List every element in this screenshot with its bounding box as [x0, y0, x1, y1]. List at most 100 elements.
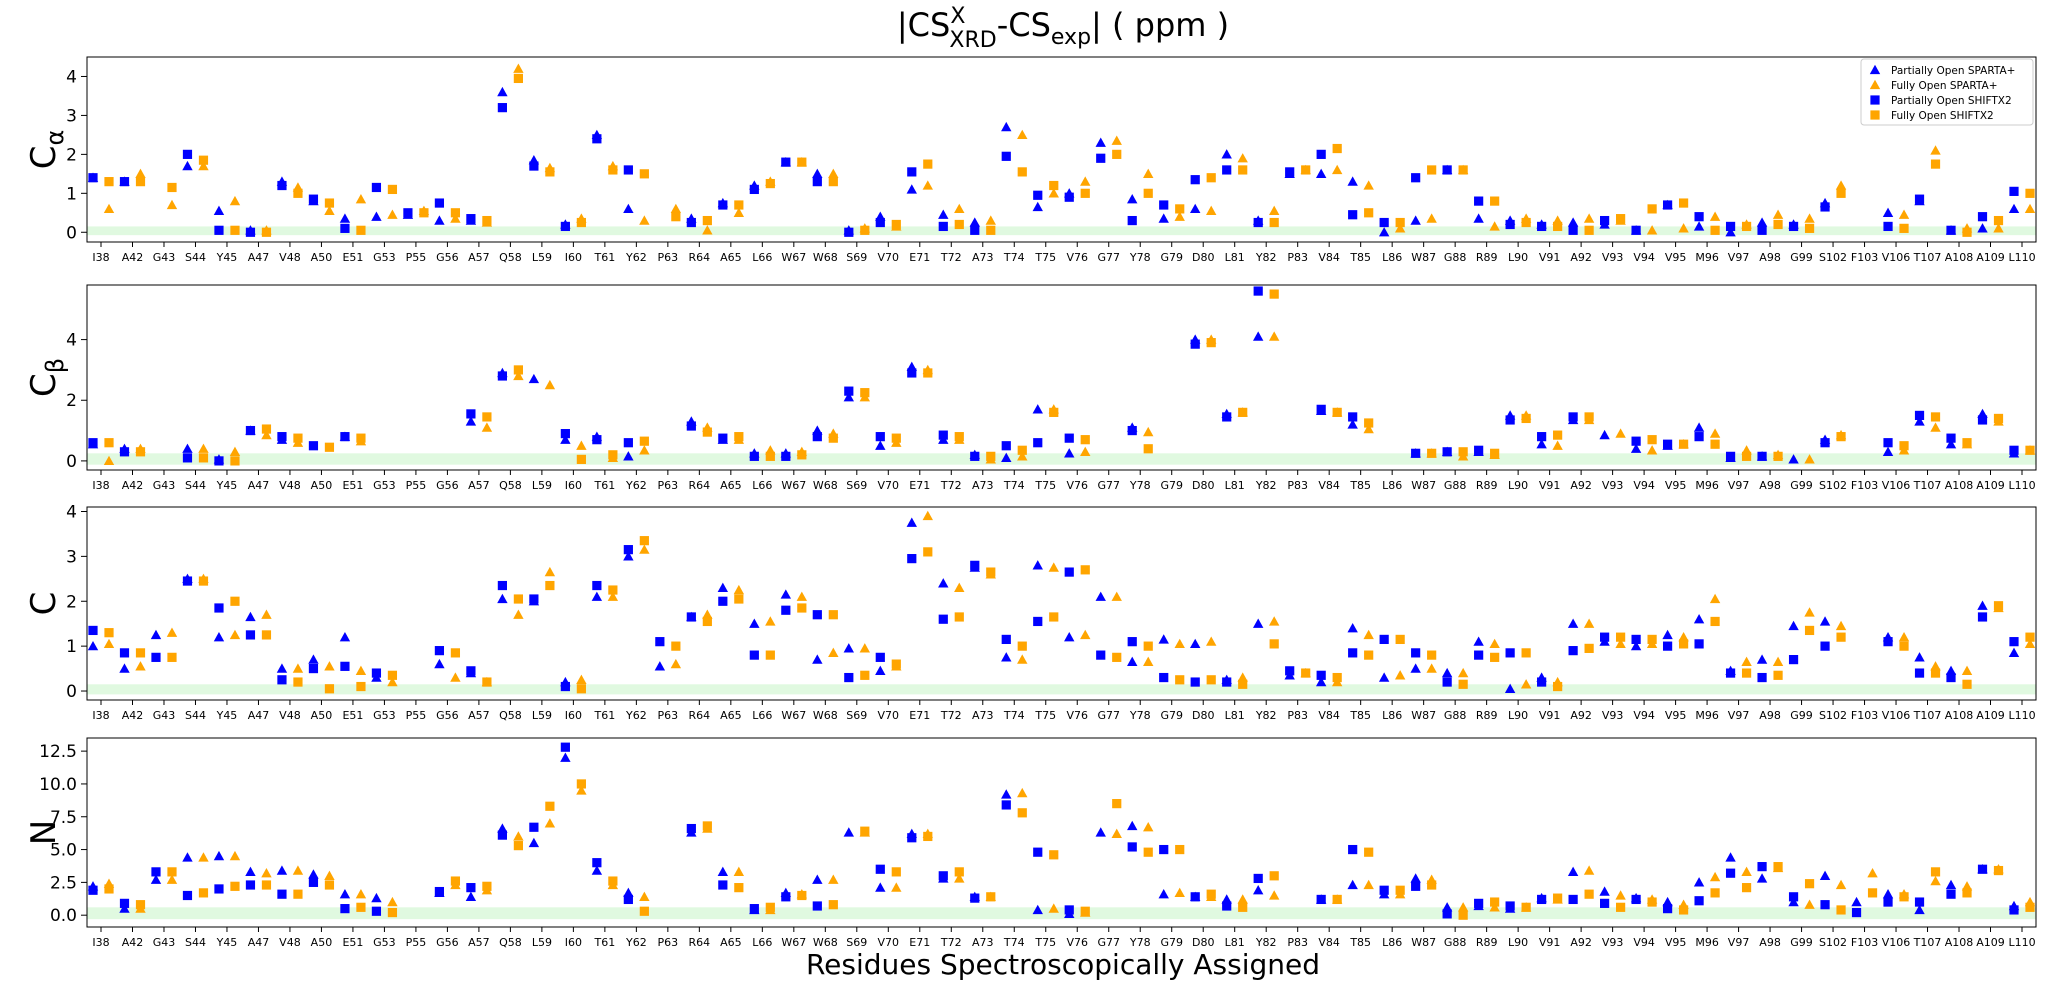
x-tick-label: D80 [1192, 709, 1214, 722]
x-tick-label: F103 [1851, 709, 1878, 722]
point-fox [1836, 905, 1846, 915]
point-fox [608, 876, 618, 886]
point-pox [592, 580, 602, 591]
x-tick-label: V70 [878, 251, 900, 264]
x-tick-label: R64 [689, 479, 711, 492]
point-pos [528, 373, 540, 384]
x-tick-label: A65 [720, 479, 742, 492]
point-fox [1143, 444, 1153, 454]
point-pox [1977, 415, 1988, 425]
point-fos [1237, 672, 1248, 682]
point-pox [1946, 433, 1956, 443]
point-fox [1427, 165, 1437, 175]
point-fox [702, 821, 712, 831]
point-pox [214, 884, 224, 894]
point-fox [576, 454, 586, 464]
x-tick-label: Y78 [1129, 936, 1151, 949]
x-tick-label: W67 [781, 251, 806, 264]
x-tick-label: S44 [185, 709, 206, 722]
point-fos [1268, 890, 1280, 900]
point-pox [1411, 881, 1421, 891]
point-pos [339, 888, 351, 899]
point-pox [1757, 672, 1767, 683]
point-fos [859, 643, 871, 653]
x-tick-label: G56 [436, 709, 459, 722]
point-fox [954, 219, 964, 230]
point-fos [229, 446, 241, 456]
point-fox [261, 424, 272, 434]
point-fos [229, 850, 241, 861]
point-pos [308, 654, 319, 664]
x-tick-label: L66 [752, 936, 772, 949]
x-tick-label: G79 [1160, 479, 1183, 492]
point-fos [450, 213, 461, 223]
point-pox [2009, 637, 2019, 647]
point-pox [497, 371, 507, 381]
point-pos [1190, 203, 1201, 214]
point-pos [465, 891, 477, 901]
point-pox [1631, 634, 1641, 645]
point-pos [1725, 227, 1736, 237]
point-fox [198, 453, 209, 463]
point-fox [450, 876, 461, 886]
x-tick-label: P55 [406, 479, 427, 492]
x-tick-label: E51 [342, 709, 363, 722]
zero-band [87, 453, 2036, 465]
x-tick-label: V94 [1633, 709, 1655, 722]
point-pox [2009, 186, 2019, 196]
point-fox [135, 900, 146, 910]
point-fox [1804, 223, 1815, 233]
point-pos [1410, 873, 1421, 883]
panel-ca: 0 1 2 3 4 I38 A42 G43 S44 Y45 A47 V48 A50 E51 G53 P55 G5… [24, 56, 2037, 264]
point-pos [1788, 620, 1799, 631]
point-fox [1332, 672, 1342, 683]
point-fos [1583, 865, 1595, 875]
x-tick-label: P83 [1287, 936, 1308, 949]
x-tick-label: A109 [1976, 936, 2005, 949]
point-pos [1221, 149, 1232, 159]
x-tick-label: F103 [1851, 936, 1878, 949]
point-fox [639, 436, 649, 446]
point-pox [1883, 637, 1893, 647]
x-tick-label: W87 [1411, 479, 1436, 492]
point-fox [1458, 165, 1468, 175]
point-pos [1725, 852, 1736, 862]
point-pos [213, 631, 225, 642]
x-tick-label: P55 [406, 936, 427, 949]
point-pos [1410, 663, 1421, 673]
point-pox [1285, 167, 1295, 177]
point-fox [387, 184, 398, 195]
point-fox [608, 165, 618, 175]
x-tick-label: A109 [1976, 709, 2005, 722]
point-fox [1112, 799, 1122, 809]
point-pox [938, 221, 948, 232]
point-pos [623, 887, 634, 898]
point-pos [182, 443, 193, 453]
x-tick-label: A98 [1759, 251, 1781, 264]
point-fox [1080, 565, 1090, 575]
y-tick-label: 7.5 [50, 808, 77, 828]
point-pos [1252, 618, 1264, 628]
x-tick-label: I38 [92, 479, 109, 492]
point-fox [1238, 165, 1248, 175]
point-fos [1143, 426, 1154, 437]
point-fos [639, 544, 650, 554]
point-fox [860, 826, 870, 836]
point-fos [324, 870, 335, 880]
point-pox [1977, 612, 1988, 622]
point-pos [1032, 560, 1043, 570]
point-fos [1804, 607, 1815, 617]
x-tick-label: Y45 [216, 479, 238, 492]
x-tick-label: V93 [1602, 251, 1624, 264]
x-tick-label: W67 [781, 709, 806, 722]
point-pos [875, 440, 886, 450]
x-tick-label: A92 [1570, 251, 1592, 264]
y-axis-label: N [24, 820, 64, 845]
point-fox [1584, 643, 1594, 653]
x-tick-label: L110 [2008, 709, 2035, 722]
x-tick-label: E71 [909, 936, 930, 949]
point-pox [844, 227, 854, 237]
point-pox [1631, 225, 1641, 235]
x-tick-label: P63 [658, 709, 679, 722]
point-pos [1095, 591, 1106, 601]
